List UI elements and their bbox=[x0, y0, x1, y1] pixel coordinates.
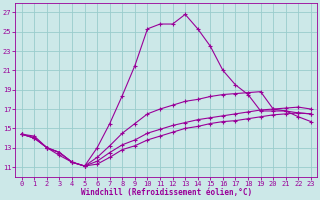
X-axis label: Windchill (Refroidissement éolien,°C): Windchill (Refroidissement éolien,°C) bbox=[81, 188, 252, 197]
